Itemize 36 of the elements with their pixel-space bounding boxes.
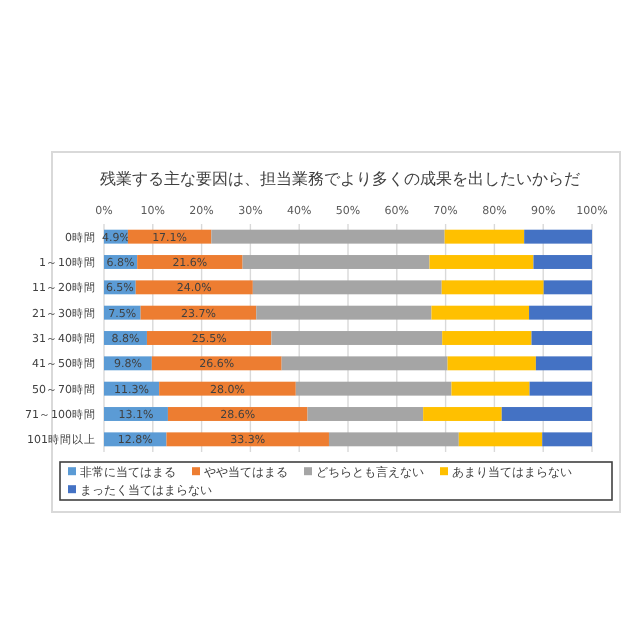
chart-title: 残業する主な要因は、担当業務でより多くの成果を出したいからだ	[100, 168, 580, 188]
bar	[146, 331, 272, 345]
bar	[529, 381, 592, 396]
bar	[431, 305, 530, 320]
bar	[451, 381, 530, 396]
bar	[458, 432, 543, 447]
bar	[256, 305, 432, 320]
bar	[533, 255, 592, 269]
bar	[166, 432, 329, 447]
bar	[281, 356, 448, 371]
bar	[307, 407, 424, 421]
bar	[442, 331, 532, 345]
bar	[140, 305, 257, 320]
bar	[447, 356, 536, 371]
bar	[159, 381, 296, 396]
bar	[423, 407, 502, 421]
bar	[543, 280, 592, 295]
bar	[542, 432, 592, 447]
bar	[137, 255, 243, 269]
bar	[135, 280, 253, 295]
bar	[167, 407, 308, 421]
bar	[295, 381, 452, 396]
bar	[429, 255, 534, 269]
bar	[211, 229, 445, 244]
bar	[151, 356, 282, 371]
bar	[252, 280, 442, 295]
bar	[524, 229, 592, 244]
bar	[531, 331, 592, 345]
bar	[535, 356, 592, 371]
bar	[501, 407, 592, 421]
bar	[328, 432, 459, 447]
bar	[441, 280, 544, 295]
bar	[271, 331, 443, 345]
bar	[444, 229, 525, 244]
bar	[529, 305, 592, 320]
bar	[242, 255, 430, 269]
